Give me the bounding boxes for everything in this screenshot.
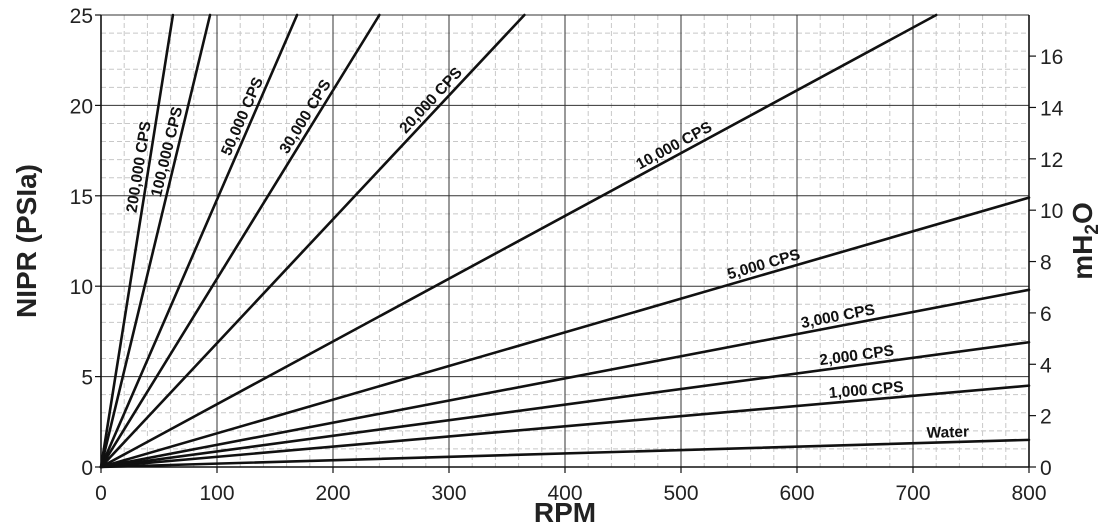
y2-tick-label: 2 [1040, 406, 1052, 429]
x-tick-label: 500 [663, 482, 698, 505]
y-axis-title: NIPR (PSIa) [11, 164, 42, 318]
y-tick-label: 0 [81, 457, 93, 480]
y-tick-label: 10 [70, 276, 93, 299]
series-line-water [99, 438, 1031, 469]
y2-tick-label: 4 [1040, 354, 1052, 377]
x-axis-title: RPM [534, 497, 596, 525]
y2-tick-label: 8 [1040, 252, 1052, 275]
x-tick-label: 800 [1011, 482, 1046, 505]
series-line-1-000-cps [99, 384, 1031, 469]
x-tick-label: 0 [95, 482, 107, 505]
y2-tick-label: 14 [1040, 97, 1064, 120]
y2-axis-title: mH2O [1067, 202, 1099, 279]
series-line-200-000-cps [99, 13, 175, 469]
y-tick-label: 5 [81, 367, 93, 390]
x-tick-label: 300 [431, 482, 466, 505]
x-tick-label: 200 [315, 482, 350, 505]
y2-tick-label: 0 [1040, 457, 1052, 480]
x-tick-label: 400 [547, 482, 582, 505]
series-lines [99, 13, 1031, 469]
series-line-2-000-cps [99, 340, 1031, 469]
y-tick-label: 15 [70, 186, 93, 209]
y-tick-label: 25 [70, 5, 93, 28]
y2-tick-label: 6 [1040, 303, 1052, 326]
series-line-3-000-cps [99, 288, 1031, 469]
major-grid [100, 14, 1030, 468]
series-line-5-000-cps [99, 196, 1031, 469]
series-line-10-000-cps [99, 13, 938, 469]
series-line-100-000-cps [99, 13, 212, 469]
x-tick-label: 700 [895, 482, 930, 505]
y2-tick-label: 12 [1040, 149, 1063, 172]
series-label-1-000-cps: 1,000 CPS [828, 379, 904, 402]
y2-tick-label: 10 [1040, 200, 1063, 223]
series-label-water: Water [926, 424, 969, 442]
series-line-50-000-cps [99, 13, 299, 469]
series-line-20-000-cps [99, 13, 526, 469]
y2-tick-label: 16 [1040, 46, 1063, 69]
x-tick-label: 100 [199, 482, 234, 505]
y-tick-label: 20 [70, 95, 93, 118]
series-line-30-000-cps [99, 13, 381, 469]
x-tick-label: 600 [779, 482, 814, 505]
axes [95, 14, 1036, 473]
